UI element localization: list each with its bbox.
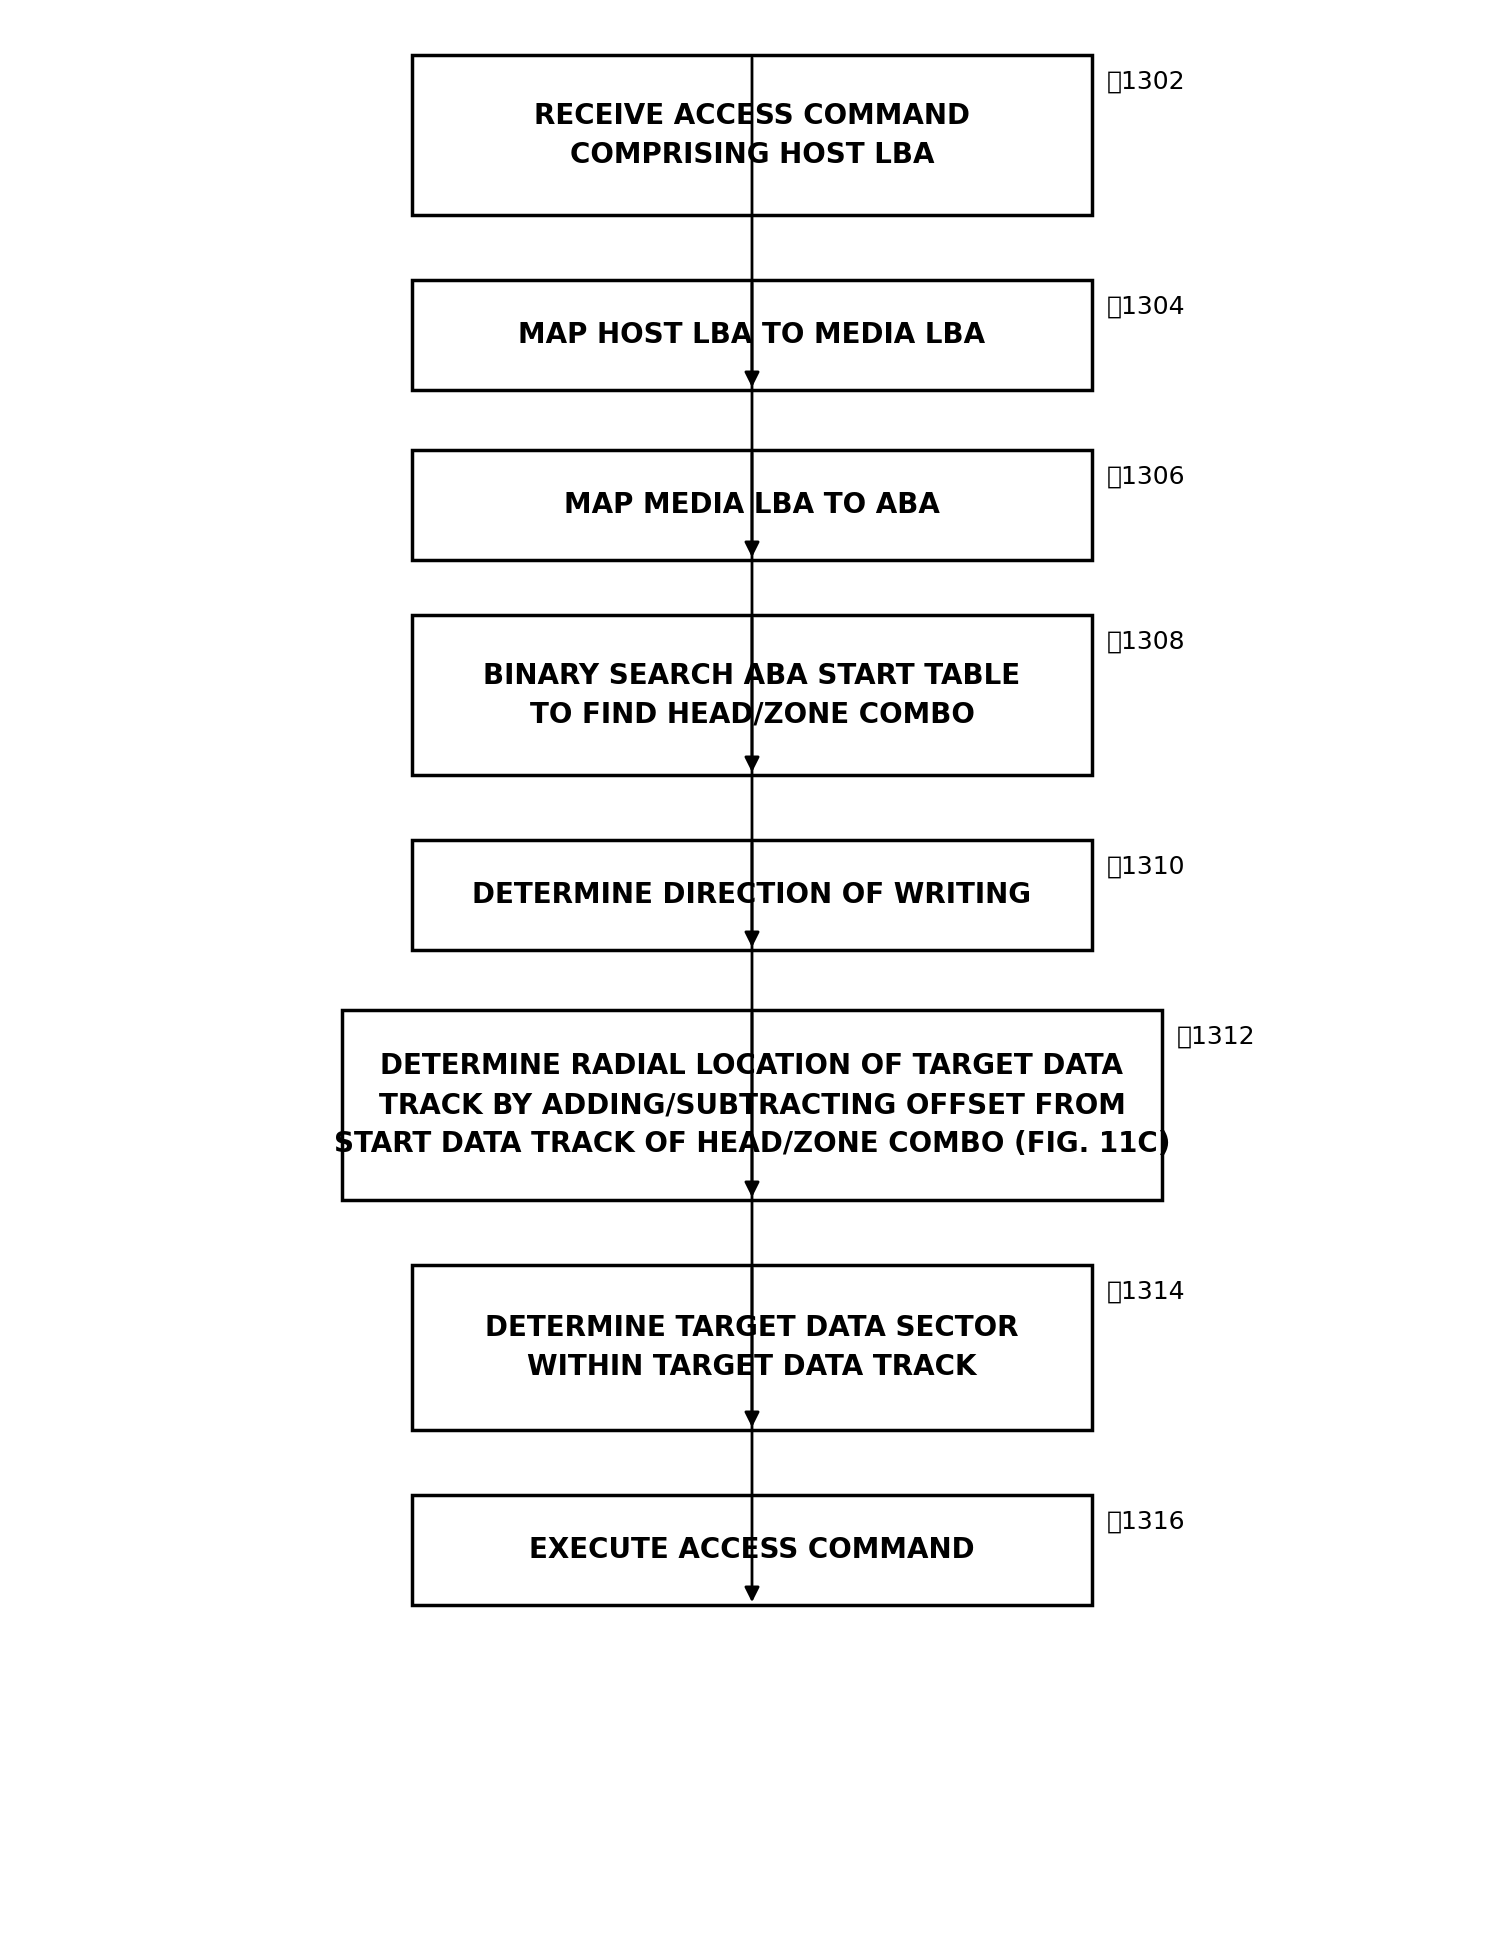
Text: DETERMINE RADIAL LOCATION OF TARGET DATA
TRACK BY ADDING/SUBTRACTING OFFSET FROM: DETERMINE RADIAL LOCATION OF TARGET DATA… xyxy=(334,1052,1171,1159)
Bar xyxy=(412,1264,1093,1430)
Text: ⤵1310: ⤵1310 xyxy=(1108,855,1186,880)
Text: MAP MEDIA LBA TO ABA: MAP MEDIA LBA TO ABA xyxy=(564,492,941,519)
Text: MAP HOST LBA TO MEDIA LBA: MAP HOST LBA TO MEDIA LBA xyxy=(518,322,986,349)
Text: DETERMINE TARGET DATA SECTOR
WITHIN TARGET DATA TRACK: DETERMINE TARGET DATA SECTOR WITHIN TARG… xyxy=(485,1315,1019,1381)
Bar xyxy=(342,1011,1162,1200)
Text: ⤵1312: ⤵1312 xyxy=(1177,1024,1255,1050)
Text: ⤵1306: ⤵1306 xyxy=(1108,464,1186,490)
Text: DETERMINE DIRECTION OF WRITING: DETERMINE DIRECTION OF WRITING xyxy=(473,882,1031,909)
Bar xyxy=(412,451,1093,560)
Text: ⤵1314: ⤵1314 xyxy=(1108,1280,1186,1303)
Bar xyxy=(412,841,1093,950)
Bar xyxy=(412,615,1093,775)
Bar xyxy=(412,55,1093,215)
Text: BINARY SEARCH ABA START TABLE
TO FIND HEAD/ZONE COMBO: BINARY SEARCH ABA START TABLE TO FIND HE… xyxy=(483,661,1020,728)
Bar xyxy=(412,281,1093,390)
Text: EXECUTE ACCESS COMMAND: EXECUTE ACCESS COMMAND xyxy=(530,1535,975,1565)
Bar xyxy=(412,1494,1093,1606)
Text: RECEIVE ACCESS COMMAND
COMPRISING HOST LBA: RECEIVE ACCESS COMMAND COMPRISING HOST L… xyxy=(534,101,971,168)
Text: ⤵1316: ⤵1316 xyxy=(1108,1510,1186,1533)
Text: ⤵1302: ⤵1302 xyxy=(1108,70,1186,94)
Text: ⤵1304: ⤵1304 xyxy=(1108,295,1186,320)
Text: ⤵1308: ⤵1308 xyxy=(1108,630,1186,654)
